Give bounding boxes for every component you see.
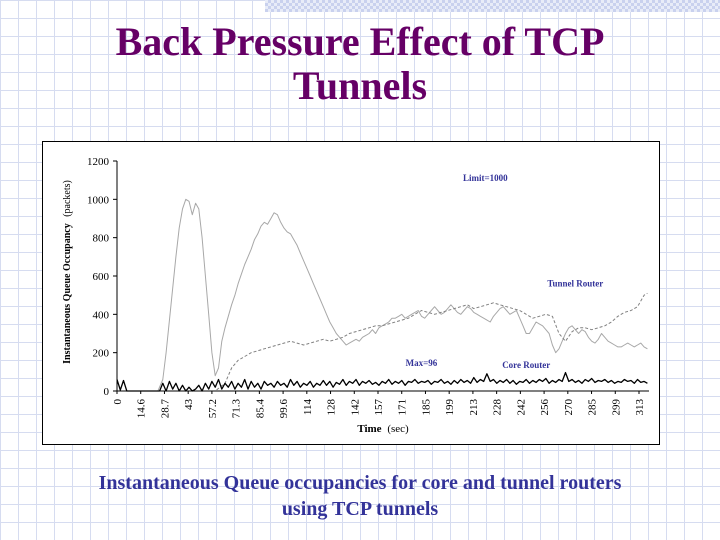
x-tick-label: 270 bbox=[563, 399, 575, 416]
y-tick-label: 600 bbox=[93, 271, 110, 283]
x-tick-label: 285 bbox=[587, 399, 599, 416]
x-tick-label: 228 bbox=[492, 399, 504, 416]
queue-occupancy-chart: 0 200 400 600 800 1000 1200 0 14.6 28.7 43 57.2 71.3… bbox=[62, 156, 649, 435]
x-tick-label: 199 bbox=[444, 399, 456, 416]
x-tick-label: 256 bbox=[539, 399, 551, 416]
series-line-1 bbox=[117, 292, 648, 392]
y-tick-label: 200 bbox=[93, 348, 110, 360]
x-tick-label: 213 bbox=[468, 399, 480, 416]
y-tick-label: 1200 bbox=[87, 156, 110, 168]
corner-pattern-band bbox=[265, 0, 720, 12]
x-tick-label: 157 bbox=[373, 399, 385, 416]
x-axis-label-main: Time bbox=[357, 423, 381, 435]
series-line-0 bbox=[117, 198, 648, 392]
chart-annotation: Max=96 bbox=[406, 358, 438, 368]
x-tick-label: 171 bbox=[397, 399, 409, 416]
y-tick-label: 800 bbox=[93, 233, 110, 245]
chart-frame: 0 200 400 600 800 1000 1200 0 14.6 28.7 43 57.2 71.3… bbox=[42, 141, 660, 445]
x-tick-label: 185 bbox=[420, 399, 432, 416]
chart-annotation: Tunnel Router bbox=[547, 279, 603, 289]
y-axis-label-unit: (packets) bbox=[62, 180, 73, 217]
slide-title-line1: Back Pressure Effect of TCP bbox=[115, 19, 605, 64]
x-tick-label: 85.4 bbox=[254, 399, 266, 419]
y-tick-label: 400 bbox=[93, 309, 110, 321]
chart-annotation: Limit=1000 bbox=[463, 173, 508, 183]
x-tick-label: 28.7 bbox=[159, 399, 171, 419]
slide-caption: Instantaneous Queue occupancies for core… bbox=[0, 470, 720, 522]
x-tick-label: 114 bbox=[302, 399, 314, 416]
caption-line1: Instantaneous Queue occupancies for core… bbox=[98, 472, 622, 494]
x-tick-label: 128 bbox=[326, 399, 338, 416]
x-tick-label: 142 bbox=[349, 399, 361, 416]
x-tick-label: 299 bbox=[610, 399, 622, 416]
slide-title-line2: Tunnels bbox=[292, 63, 428, 108]
x-tick-label: 242 bbox=[515, 399, 527, 416]
series-layer bbox=[116, 198, 648, 392]
series-line-2 bbox=[116, 371, 648, 392]
y-axis-label-main: Instantaneous Queue Occupancy bbox=[62, 223, 73, 364]
y-axis-label: Instantaneous Queue Occupancy (packets) bbox=[62, 180, 73, 364]
annotation-layer: Limit=1000 Tunnel Router Max=96 Core Router bbox=[406, 173, 604, 370]
chart-annotation: Core Router bbox=[502, 360, 550, 370]
caption-line2: using TCP tunnels bbox=[281, 498, 439, 520]
y-tick-label: 0 bbox=[104, 386, 110, 398]
y-tick-label: 1000 bbox=[87, 194, 110, 206]
x-tick-label: 71.3 bbox=[231, 399, 243, 419]
x-tick-label: 57.2 bbox=[207, 399, 219, 418]
x-tick-label: 43 bbox=[183, 399, 195, 411]
x-axis-label-unit: (sec) bbox=[387, 423, 409, 435]
x-tick-label: 0 bbox=[112, 399, 124, 405]
x-tick-label: 99.6 bbox=[278, 399, 290, 419]
x-tick-label: 313 bbox=[634, 399, 646, 416]
x-axis-label: Time (sec) bbox=[357, 423, 409, 435]
axis-layer: 0 200 400 600 800 1000 1200 0 14.6 28.7 43 57.2 71.3… bbox=[87, 156, 649, 418]
x-tick-label: 14.6 bbox=[136, 399, 148, 419]
slide-title: Back Pressure Effect of TCP Tunnels bbox=[0, 20, 720, 108]
